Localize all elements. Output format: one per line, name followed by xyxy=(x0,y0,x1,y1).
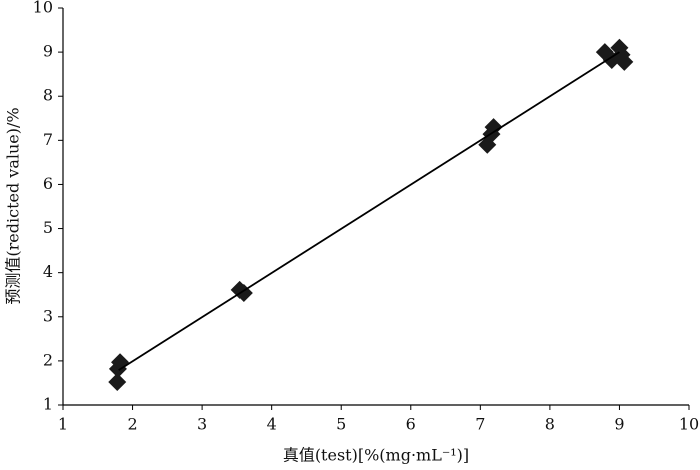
y-tick-label: 9 xyxy=(43,42,53,61)
y-tick-label: 8 xyxy=(43,86,53,105)
x-tick-label: 1 xyxy=(58,415,68,434)
x-tick-label: 6 xyxy=(406,415,416,434)
fit-line xyxy=(118,51,620,371)
x-tick-label: 7 xyxy=(475,415,485,434)
x-tick-label: 9 xyxy=(614,415,624,434)
x-tick-label: 8 xyxy=(545,415,555,434)
y-tick-label: 10 xyxy=(33,0,53,17)
x-tick-label: 5 xyxy=(336,415,346,434)
y-tick-label: 2 xyxy=(43,350,53,369)
y-tick-label: 4 xyxy=(43,262,53,281)
y-tick-label: 5 xyxy=(43,218,53,237)
point xyxy=(108,373,127,392)
x-tick-label: 3 xyxy=(197,415,207,434)
y-tick-label: 3 xyxy=(43,306,53,325)
x-tick-label: 4 xyxy=(267,415,277,434)
x-tick-label: 2 xyxy=(127,415,137,434)
x-tick-label: 10 xyxy=(679,415,699,434)
y-tick-label: 7 xyxy=(43,130,53,149)
x-axis-label: 真值(test)[%(mg·mL⁻¹)] xyxy=(283,446,469,465)
point xyxy=(484,118,503,137)
y-axis-label: 预测值(redicted value)/% xyxy=(4,107,23,304)
y-tick-label: 1 xyxy=(43,395,53,414)
point xyxy=(612,45,631,64)
y-tick-label: 6 xyxy=(43,174,53,193)
